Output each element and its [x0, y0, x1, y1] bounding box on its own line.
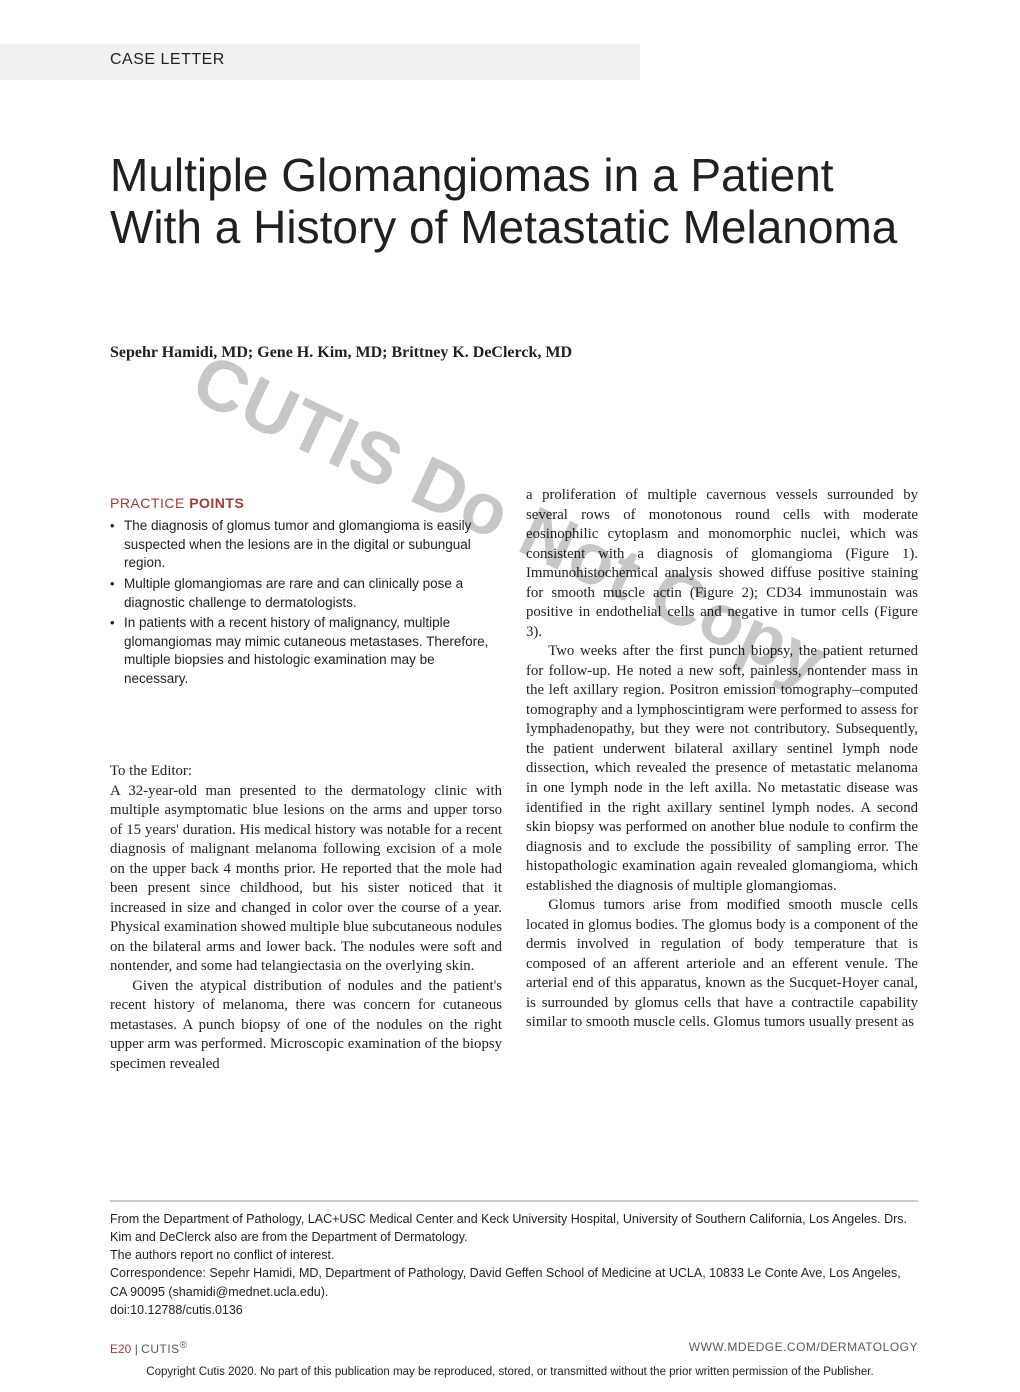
registered-mark: ®	[180, 1340, 188, 1351]
paragraph: Two weeks after the first punch biopsy, …	[526, 642, 918, 896]
section-label: CASE LETTER	[110, 51, 225, 69]
footnote-conflict: The authors report no conflict of intere…	[110, 1246, 918, 1264]
divider-rule	[110, 1200, 918, 1202]
article-title: Multiple Glomangiomas in a Patient With …	[110, 150, 910, 253]
page-footer: E20 | CUTIS® WWW.MDEDGE.COM/DERMATOLOGY	[110, 1340, 918, 1356]
practice-heading-thin: PRACTICE	[110, 495, 189, 511]
paragraph: a proliferation of multiple cavernous ve…	[526, 486, 918, 642]
footnote-correspondence: Correspondence: Sepehr Hamidi, MD, Depar…	[110, 1264, 918, 1300]
list-item: The diagnosis of glomus tumor and gloman…	[110, 517, 502, 573]
paragraph: A 32-year-old man presented to the derma…	[110, 782, 502, 977]
practice-points-heading: PRACTICE POINTS	[110, 495, 502, 511]
practice-points-list: The diagnosis of glomus tumor and gloman…	[110, 517, 502, 689]
footnote-doi: doi:10.12788/cutis.0136	[110, 1301, 918, 1319]
page-number: E20	[110, 1342, 131, 1356]
list-item: In patients with a recent history of mal…	[110, 614, 502, 689]
paragraph: To the Editor:	[110, 762, 502, 782]
paragraph: Given the atypical distribution of nodul…	[110, 977, 502, 1075]
footer-sep: |	[131, 1342, 141, 1356]
body-column-right: a proliferation of multiple cavernous ve…	[526, 486, 918, 1033]
website-url: WWW.MDEDGE.COM/DERMATOLOGY	[689, 1340, 918, 1354]
footnote-affiliation: From the Department of Pathology, LAC+US…	[110, 1210, 918, 1246]
copyright-line: Copyright Cutis 2020. No part of this pu…	[0, 1366, 1020, 1378]
paragraph: Glomus tumors arise from modified smooth…	[526, 896, 918, 1033]
footnotes-block: From the Department of Pathology, LAC+US…	[110, 1210, 918, 1319]
list-item: Multiple glomangiomas are rare and can c…	[110, 575, 502, 612]
journal-name: CUTIS	[141, 1342, 180, 1356]
article-authors: Sepehr Hamidi, MD; Gene H. Kim, MD; Brit…	[110, 344, 572, 362]
practice-heading-bold: POINTS	[189, 495, 244, 511]
body-column-left: To the Editor: A 32-year-old man present…	[110, 762, 502, 1075]
section-header-band: CASE LETTER	[0, 44, 640, 80]
practice-points-box: PRACTICE POINTS The diagnosis of glomus …	[110, 495, 502, 691]
